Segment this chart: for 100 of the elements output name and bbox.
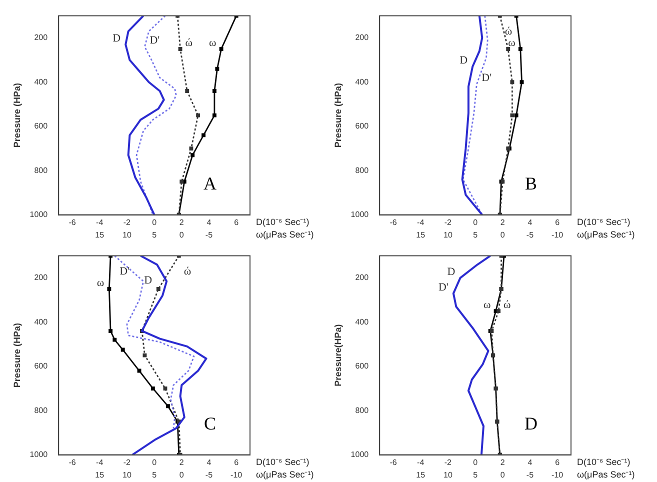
x-tick-label: -2 [444,458,452,467]
x2-tick-label: 10 [444,230,453,240]
x2-tick-label: 0 [500,230,506,240]
y-axis-title: Pressure (HPa) [12,83,22,148]
annotation: D' [120,266,130,278]
x2-axis-title: ω(μPas Sec⁻¹) [577,470,635,480]
annotation: D [112,32,121,44]
x-axis-title: D(10⁻⁶ Sec⁻¹) [577,457,630,468]
annotation: B [524,174,538,194]
annotation: ώ [504,26,512,38]
x-tick-label: -2 [123,218,132,227]
y-tick-label: 600 [355,122,370,131]
y-tick-label: 800 [355,406,370,415]
y-tick-label: 200 [34,273,48,282]
x-tick-label: 2 [179,218,184,227]
annotation: ώ [185,36,193,49]
annotation: ω [508,36,516,49]
annotation: D [524,414,538,434]
x2-tick-label: -5 [205,230,214,240]
annotation: ώ [504,298,511,311]
annotation: D [144,274,152,287]
y-tick-label: 1000 [30,210,48,220]
annotation: A [204,174,216,194]
x-tick-label: 4 [206,458,212,467]
x-tick-label: 2 [179,458,184,467]
y-tick-label: 400 [34,317,48,326]
x2-tick-label: 0 [179,470,184,480]
x-tick-label: 0 [473,458,478,467]
annotation: D' [482,72,492,84]
x-axis-title: D(10⁻⁶ Sec⁻¹) [577,217,630,228]
annotation: D [447,266,456,278]
annotation: ω [96,276,104,289]
y-tick-label: 1000 [30,450,48,460]
y-tick-label: 200 [355,33,370,42]
x-tick-label: 6 [555,218,560,227]
y-axis-title: Pressure (HPa) [332,83,343,148]
x-tick-label: 4 [528,458,533,467]
x2-tick-label: 5 [152,470,158,480]
annotation: ώ [184,266,192,278]
x-tick-label: 6 [234,218,240,227]
y-axis-title: Pressure (HPa) [12,323,22,388]
y-tick-label: 600 [355,362,370,371]
x-tick-label: -4 [417,218,425,227]
y-tick-label: 600 [34,362,48,371]
y-tick-label: 800 [355,166,370,175]
x-tick-label: -4 [96,218,104,227]
x2-axis-title: ω(μPas Sec⁻¹) [256,230,314,240]
x-tick-label: 0 [152,458,158,467]
x-tick-label: 2 [500,458,506,467]
y-tick-label: 200 [355,273,370,282]
annotation: D' [438,281,448,294]
x-axis-title: D(10⁻⁶ Sec⁻¹) [256,217,310,228]
x-tick-label: -4 [417,458,425,467]
x2-tick-label: 0 [500,470,506,480]
x-tick-label: -6 [68,458,76,467]
x2-tick-label: 15 [416,470,426,480]
x2-tick-label: 0 [179,230,184,240]
annotation: D' [150,34,160,47]
x-tick-label: 0 [152,218,158,227]
x2-tick-label: -10 [230,470,243,480]
x-tick-label: 6 [555,458,560,467]
x2-tick-label: 10 [122,470,132,480]
x-tick-label: 4 [206,218,212,227]
x2-tick-label: -10 [552,470,564,480]
annotation: ω [484,298,491,311]
x2-tick-label: 10 [122,230,132,240]
x2-tick-label: 15 [95,470,105,480]
annotation: D [460,54,468,67]
y-axis-title: Pressure(HPa) [332,324,343,386]
y-tick-label: 400 [355,317,370,326]
x2-tick-label: 15 [416,230,426,240]
x-tick-label: 6 [234,458,240,467]
annotation: ω [209,36,216,49]
x-tick-label: -4 [96,458,104,467]
y-tick-label: 400 [355,77,370,86]
x2-tick-label: 10 [444,470,453,480]
x2-tick-label: 15 [95,230,105,240]
x2-tick-label: 5 [473,230,478,240]
y-tick-label: 1000 [350,210,370,220]
y-tick-label: 800 [34,166,48,175]
annotation: C [204,414,216,434]
x-tick-label: -2 [444,218,452,227]
x2-axis-title: ω(μPas Sec⁻¹) [577,230,635,240]
x-tick-label: 4 [528,218,533,227]
x2-tick-label: -5 [526,230,534,240]
x2-axis-title: ω(μPas Sec⁻¹) [256,470,314,480]
x-tick-label: 0 [473,218,478,227]
x2-tick-label: -10 [552,230,564,240]
x2-tick-label: -5 [526,470,534,480]
y-tick-label: 400 [34,77,48,86]
x2-tick-label: -5 [205,470,214,480]
x-tick-label: -6 [68,218,76,227]
x-tick-label: -6 [390,218,398,227]
x-axis-title: D(10⁻⁶ Sec⁻¹) [256,457,310,468]
y-tick-label: 1000 [350,450,370,460]
y-tick-label: 800 [34,406,48,415]
x-tick-label: -2 [123,458,132,467]
x-tick-label: -6 [390,458,398,467]
y-tick-label: 600 [34,122,48,131]
y-tick-label: 200 [34,33,48,42]
